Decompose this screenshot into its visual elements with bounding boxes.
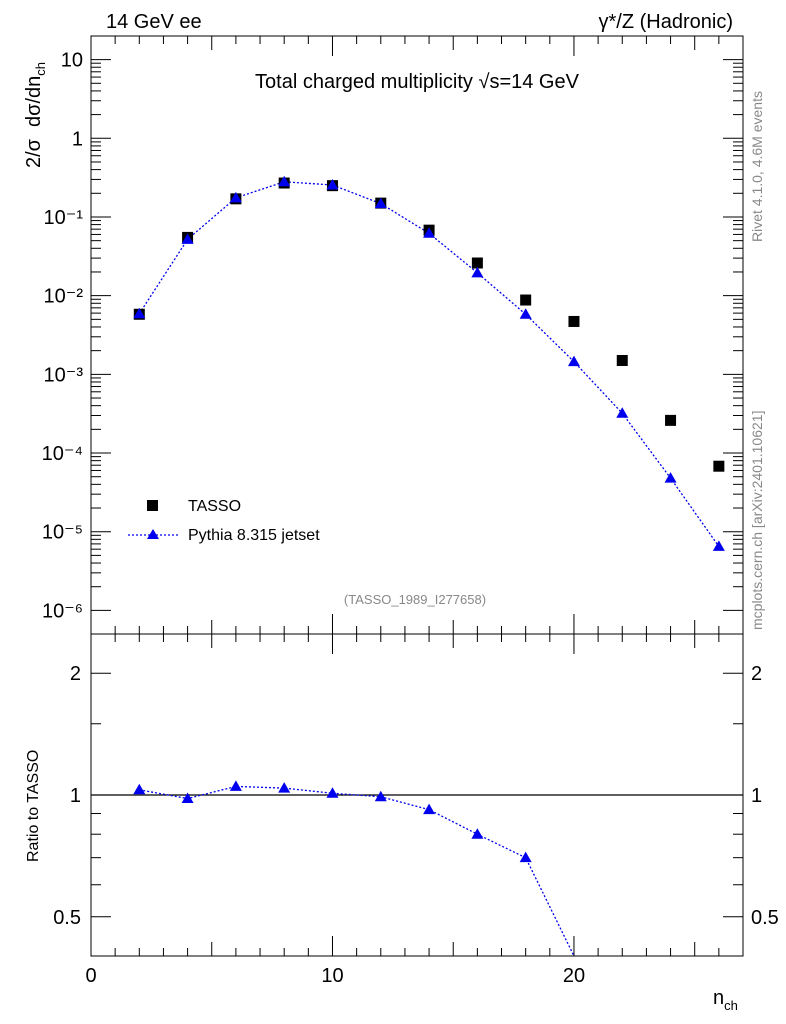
main-x-ticks — [90, 36, 720, 634]
tasso-point — [568, 315, 580, 327]
pythia-point — [712, 540, 725, 551]
main-y-tick-label: 10⁻⁶ — [42, 600, 83, 622]
legend-label-tasso: TASSO — [188, 498, 241, 515]
ratio-y-tick-label: 0.5 — [53, 907, 81, 929]
pythia-point — [423, 227, 436, 238]
tasso-point — [713, 460, 725, 472]
ratio-point — [519, 851, 532, 863]
ratio-panel: 0.5 0.5 1 1 2 2 0 10 20 Ratio to TASSO nch — [25, 633, 779, 1013]
ratio-point — [374, 790, 387, 802]
x-tick-label: 20 — [563, 965, 585, 987]
main-series — [133, 175, 725, 551]
ratio-point — [278, 782, 291, 793]
ratio-y-tick-label-right: 0.5 — [751, 907, 779, 929]
ratio-y-axis-label: Ratio to TASSO — [25, 750, 42, 862]
side-label-mcplots: mcplots.cern.ch [arXiv:2401.10621] — [749, 411, 765, 630]
side-label-rivet: Rivet 4.1.0, 4.6M events — [749, 91, 765, 242]
ratio-x-ticks: 0 10 20 — [85, 634, 720, 987]
ratio-point — [326, 787, 339, 798]
legend-marker-tasso — [147, 500, 158, 511]
svg-text:2/σdσ/dnch: 2/σdσ/dnch — [23, 62, 48, 168]
main-y-ticks: 10⁻⁶ 10⁻⁵ 10⁻⁴ 10⁻³ 10⁻² 10⁻¹ 1 10 — [42, 50, 743, 622]
pythia-point — [278, 175, 291, 187]
x-axis-label: nch — [713, 987, 738, 1013]
main-y-tick-label: 10⁻¹ — [44, 207, 84, 229]
ratio-point — [133, 783, 146, 795]
ratio-y-ticks: 0.5 0.5 1 1 2 2 — [53, 633, 779, 929]
pythia-point — [374, 197, 387, 209]
ratio-y-tick-label: 2 — [70, 663, 81, 685]
ratio-line — [139, 785, 575, 957]
legend-label-pythia: Pythia 8.315 jetset — [188, 527, 320, 544]
energy-label: 14 GeV ee — [106, 11, 202, 33]
main-y-tick-label: 10⁻² — [44, 286, 84, 308]
main-panel: Total charged multiplicity √s=14 GeV 10⁻… — [23, 35, 744, 635]
pythia-point — [664, 472, 677, 483]
pythia-point — [133, 307, 146, 319]
main-y-tick-label: 1 — [72, 128, 83, 150]
x-tick-label: 0 — [85, 965, 96, 987]
main-y-tick-label: 10⁻⁵ — [42, 522, 83, 544]
pythia-point — [471, 266, 484, 278]
legend: TASSO Pythia 8.315 jetset — [128, 498, 320, 544]
ratio-point — [229, 780, 242, 791]
ratio-point — [471, 828, 484, 839]
ratio-series — [133, 780, 575, 957]
tasso-point — [665, 414, 677, 426]
ratio-point — [423, 803, 436, 815]
process-label: γ*/Z (Hadronic) — [599, 11, 733, 33]
ratio-point — [181, 792, 194, 804]
main-y-axis-label: 2/σdσ/dnch — [23, 62, 48, 168]
legend-marker-pythia — [147, 529, 159, 539]
pythia-point — [616, 407, 629, 418]
tasso-point — [616, 354, 628, 366]
pythia-point — [567, 355, 580, 367]
pythia-point — [229, 191, 242, 203]
pythia-point — [326, 178, 339, 190]
main-y-tick-label: 10 — [61, 50, 83, 72]
main-plot-frame — [90, 35, 744, 635]
main-y-tick-label: 10⁻⁴ — [42, 443, 83, 465]
pythia-point — [181, 233, 194, 244]
tasso-point — [520, 294, 532, 306]
tasso-point — [471, 257, 483, 269]
main-y-tick-label: 10⁻³ — [44, 364, 84, 386]
pythia-point — [519, 308, 532, 319]
main-title: Total charged multiplicity √s=14 GeV — [255, 71, 580, 93]
x-tick-label: 10 — [321, 965, 343, 987]
ratio-y-tick-label: 1 — [70, 785, 81, 807]
watermark-label: (TASSO_1989_I277658) — [344, 592, 486, 607]
ratio-y-tick-label-right: 2 — [751, 663, 762, 685]
ratio-y-tick-label-right: 1 — [751, 785, 762, 807]
